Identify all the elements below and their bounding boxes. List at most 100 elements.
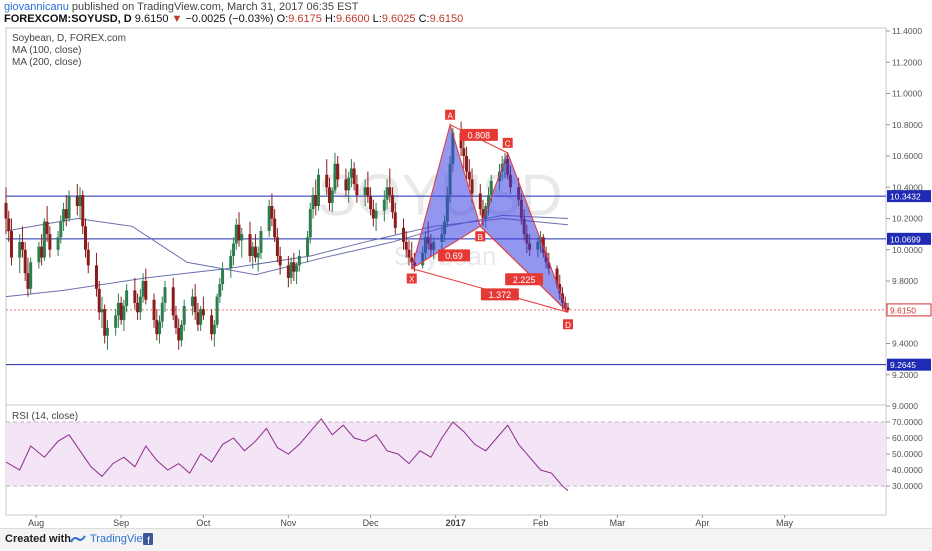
- candle-body: [171, 287, 175, 316]
- candle-body: [59, 221, 63, 238]
- candle-body: [97, 288, 101, 313]
- rsi-tick-label: 40.0000: [892, 465, 923, 475]
- y-tick-label: 11.2000: [892, 57, 922, 67]
- candle-body: [37, 246, 41, 263]
- candle-body: [314, 195, 318, 206]
- candle-body: [275, 237, 279, 256]
- candle-body: [116, 302, 120, 316]
- candle-body: [215, 296, 219, 325]
- candle-body: [163, 287, 167, 303]
- candle-body: [336, 163, 340, 180]
- pattern-point-label: C: [505, 139, 511, 148]
- candle-body: [333, 163, 337, 191]
- candle-body: [311, 195, 315, 210]
- candle-body: [306, 237, 310, 256]
- open-value: 9.6175: [288, 13, 322, 25]
- ma100-legend[interactable]: MA (100, close): [12, 45, 82, 56]
- pattern-triangle-xab: [410, 122, 481, 270]
- author-name[interactable]: giovannicanu: [4, 1, 69, 13]
- facebook-icon[interactable]: f: [143, 533, 153, 545]
- candle-body: [23, 249, 27, 274]
- candle-body: [9, 231, 13, 258]
- candle-body: [67, 196, 71, 219]
- price-change: −0.0025 (−0.03%): [185, 13, 274, 25]
- candle-body: [371, 209, 375, 219]
- candle-body: [486, 195, 490, 206]
- x-tick-label: 2017: [446, 518, 466, 528]
- price-level-tag: [887, 232, 931, 245]
- candle-body: [297, 256, 301, 266]
- candle-body: [81, 195, 85, 227]
- candle-body: [190, 296, 194, 306]
- candle-body: [382, 199, 386, 211]
- candle-body: [18, 241, 22, 258]
- candle-body: [467, 171, 471, 180]
- candle-body: [267, 206, 271, 231]
- candle-body: [558, 284, 562, 294]
- candle-body: [369, 196, 373, 210]
- candle-body: [478, 193, 482, 210]
- candle-body: [256, 252, 260, 258]
- candle-body: [355, 184, 359, 196]
- down-arrow-icon: ▼: [171, 13, 183, 25]
- candle-body: [374, 210, 378, 219]
- rsi-legend[interactable]: RSI (14, close): [12, 411, 79, 422]
- chart-legend-title[interactable]: Soybean, D, FOREX.com: [12, 33, 126, 44]
- y-tick-label: 10.2000: [892, 214, 923, 224]
- candle-body: [174, 315, 178, 328]
- price-level-label: 10.3432: [890, 192, 921, 202]
- x-tick-label: Dec: [363, 518, 380, 528]
- candle-body: [327, 187, 331, 203]
- candle-body: [270, 206, 274, 219]
- pattern-ratio-label: 0.808: [468, 130, 491, 140]
- candle-body: [119, 302, 123, 321]
- candle-body: [566, 307, 570, 310]
- tradingview-brand[interactable]: TradingView: [90, 533, 151, 545]
- candle-body: [237, 224, 241, 241]
- pattern-point-label: X: [409, 275, 415, 284]
- pattern-point-label: B: [478, 233, 483, 242]
- candle-body: [62, 209, 66, 222]
- candle-body: [125, 290, 129, 306]
- y-tick-label: 9.8000: [892, 276, 918, 286]
- ma200-legend[interactable]: MA (200, close): [12, 57, 82, 68]
- price-level-label: 10.0699: [890, 234, 921, 244]
- candle-body: [286, 265, 290, 278]
- candle-body: [330, 190, 334, 203]
- candle-body: [100, 309, 104, 313]
- pattern-point-tag: [475, 231, 486, 242]
- candle-body: [317, 174, 321, 206]
- y-tick-label: 11.0000: [892, 89, 922, 99]
- candle-body: [78, 195, 82, 206]
- candle-body: [218, 284, 222, 297]
- candle-body: [48, 234, 52, 250]
- candle-body: [229, 256, 233, 269]
- pattern-ratio-label: 0.69: [445, 251, 463, 261]
- svg-text:f: f: [147, 536, 150, 545]
- candle-body: [40, 246, 44, 258]
- pattern-point-label: A: [447, 111, 453, 120]
- candle-body: [273, 218, 277, 238]
- candle-body: [410, 257, 414, 263]
- pattern-point-tag: [502, 137, 513, 148]
- close-value: 9.6150: [429, 13, 464, 25]
- candle-body: [393, 212, 397, 228]
- open-label: O:: [276, 13, 289, 25]
- y-tick-label: 11.4000: [892, 26, 922, 36]
- candle-body: [349, 168, 353, 178]
- y-tick-label: 9.0000: [892, 401, 918, 411]
- candle-body: [363, 187, 367, 196]
- candle-body: [407, 249, 411, 258]
- candle-body: [248, 234, 252, 256]
- created-with-label: Created with: [5, 533, 72, 545]
- x-tick-label: Mar: [610, 518, 626, 528]
- candle-body: [344, 179, 348, 191]
- candle-body: [251, 246, 255, 256]
- candle-body: [388, 187, 392, 196]
- y-tick-label: 10.8000: [892, 120, 923, 130]
- candle-body: [84, 226, 88, 250]
- pattern-point-label: D: [565, 321, 571, 330]
- candle-body: [289, 262, 293, 278]
- y-tick-label: 10.4000: [892, 182, 923, 192]
- candle-body: [75, 196, 79, 206]
